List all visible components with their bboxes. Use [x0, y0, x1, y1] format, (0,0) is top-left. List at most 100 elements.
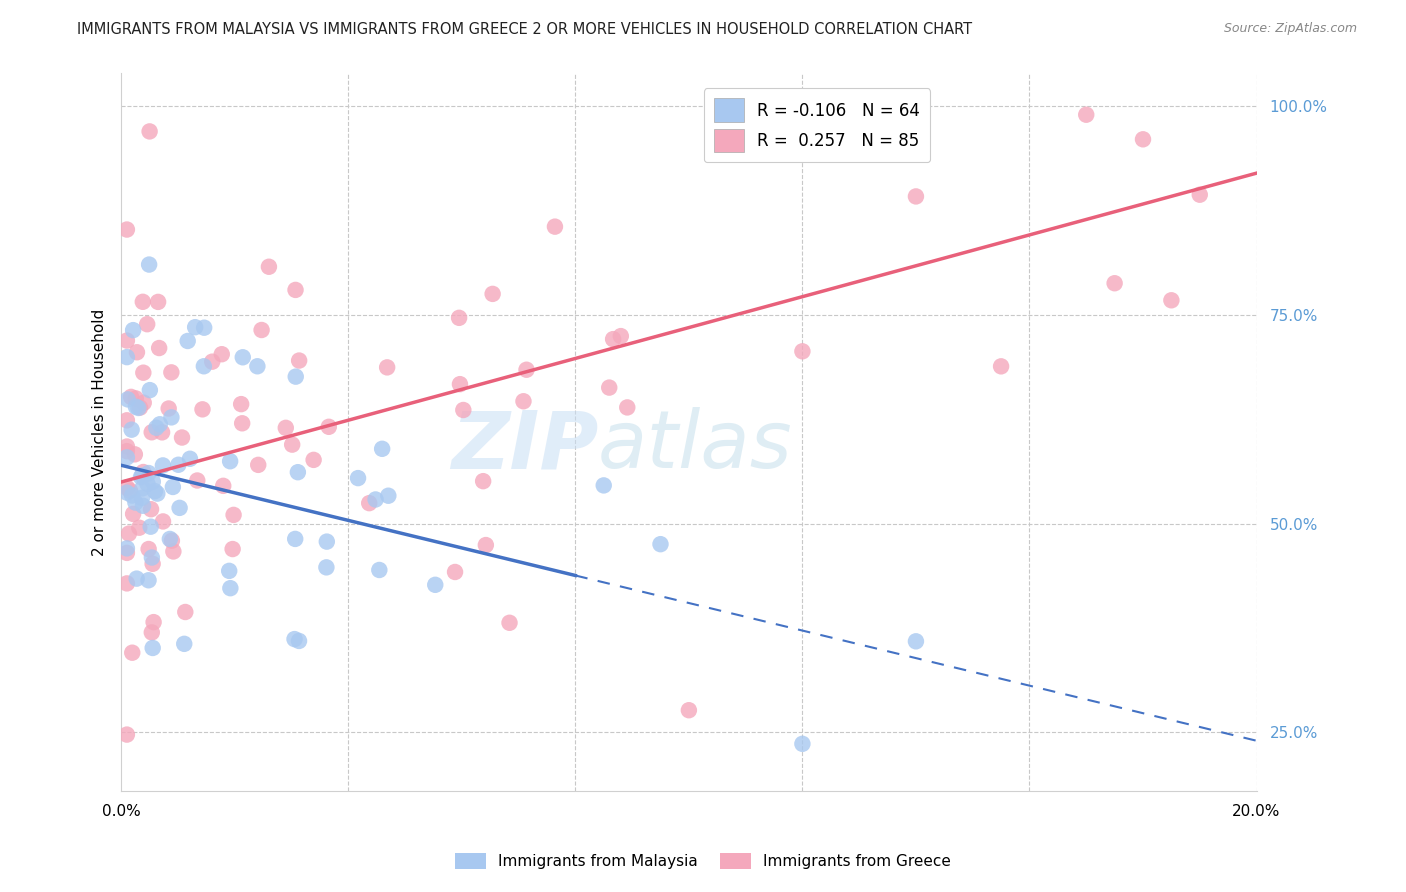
Point — [232, 351, 254, 365]
Point — [792, 344, 814, 359]
Point — [1076, 108, 1098, 122]
Point — [174, 605, 197, 619]
Point — [602, 332, 624, 346]
Point — [121, 423, 143, 437]
Point — [193, 359, 215, 374]
Point — [132, 366, 155, 380]
Point — [148, 341, 170, 355]
Point — [212, 479, 235, 493]
Point — [288, 634, 311, 648]
Point — [472, 474, 495, 488]
Point — [250, 323, 273, 337]
Point — [138, 574, 160, 588]
Point — [315, 534, 337, 549]
Point — [125, 392, 148, 406]
Point — [115, 576, 138, 591]
Point — [152, 458, 174, 473]
Point — [425, 578, 447, 592]
Point — [129, 470, 152, 484]
Point — [136, 476, 159, 491]
Point — [146, 486, 169, 500]
Point — [444, 565, 467, 579]
Point — [118, 483, 141, 498]
Point — [138, 466, 160, 480]
Point — [173, 637, 195, 651]
Point — [302, 453, 325, 467]
Point — [157, 401, 180, 416]
Point — [610, 329, 633, 343]
Point — [315, 560, 337, 574]
Point — [115, 222, 138, 236]
Point — [138, 258, 160, 272]
Point — [169, 500, 191, 515]
Point — [170, 430, 193, 444]
Point — [162, 544, 184, 558]
Point — [115, 413, 138, 427]
Point — [284, 283, 307, 297]
Point — [231, 417, 253, 431]
Point — [377, 489, 399, 503]
Text: ZIP: ZIP — [451, 408, 598, 485]
Point — [149, 417, 172, 432]
Point — [678, 703, 700, 717]
Point — [141, 425, 163, 440]
Point — [131, 468, 153, 483]
Point — [281, 437, 304, 451]
Point — [138, 124, 160, 138]
Point — [162, 480, 184, 494]
Point — [246, 359, 269, 374]
Text: Source: ZipAtlas.com: Source: ZipAtlas.com — [1223, 22, 1357, 36]
Point — [481, 286, 503, 301]
Text: atlas: atlas — [598, 408, 793, 485]
Point — [274, 421, 297, 435]
Point — [371, 442, 394, 456]
Point — [121, 488, 143, 502]
Point — [792, 737, 814, 751]
Point — [120, 390, 142, 404]
Point — [131, 482, 153, 496]
Point — [284, 369, 307, 384]
Point — [115, 541, 138, 556]
Point — [132, 395, 155, 409]
Point — [347, 471, 370, 485]
Point — [284, 532, 307, 546]
Point — [167, 458, 190, 472]
Point — [453, 403, 475, 417]
Point — [364, 492, 387, 507]
Point — [186, 474, 208, 488]
Point — [512, 394, 534, 409]
Point — [231, 397, 253, 411]
Point — [193, 320, 215, 334]
Point — [122, 507, 145, 521]
Point — [145, 421, 167, 435]
Point — [125, 572, 148, 586]
Point — [138, 541, 160, 556]
Point — [219, 454, 242, 468]
Point — [179, 451, 201, 466]
Point — [124, 447, 146, 461]
Point — [142, 475, 165, 489]
Point — [143, 484, 166, 499]
Point — [115, 450, 138, 465]
Point — [125, 400, 148, 414]
Point — [117, 392, 139, 407]
Point — [121, 646, 143, 660]
Point — [132, 465, 155, 479]
Point — [368, 563, 391, 577]
Point — [221, 542, 243, 557]
Point — [515, 363, 537, 377]
Point — [1132, 132, 1154, 146]
Point — [211, 347, 233, 361]
Point — [142, 640, 165, 655]
Point — [160, 533, 183, 548]
Point — [115, 350, 138, 364]
Point — [544, 219, 567, 234]
Point — [139, 519, 162, 533]
Point — [115, 546, 138, 560]
Point — [160, 365, 183, 379]
Legend: Immigrants from Malaysia, Immigrants from Greece: Immigrants from Malaysia, Immigrants fro… — [449, 847, 957, 875]
Point — [122, 323, 145, 337]
Point — [141, 550, 163, 565]
Point — [1104, 277, 1126, 291]
Point — [475, 538, 498, 552]
